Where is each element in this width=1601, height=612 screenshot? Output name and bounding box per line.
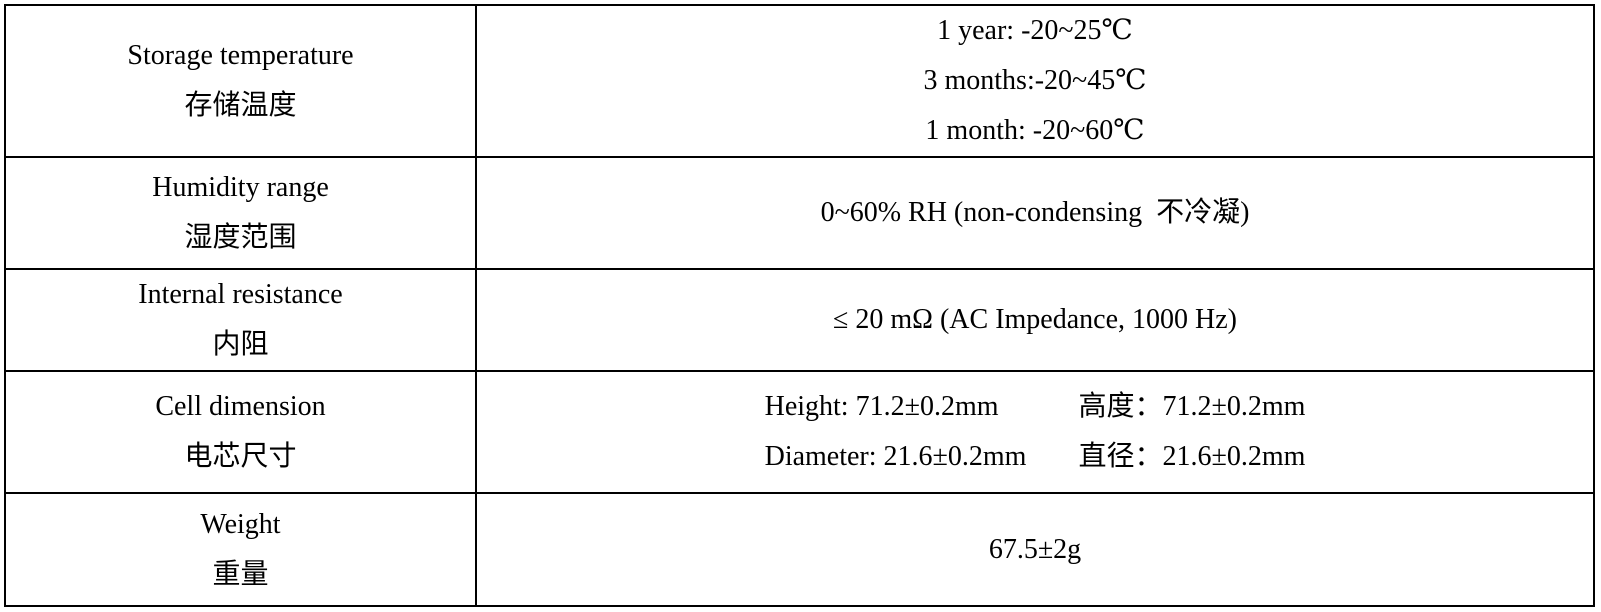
table-row-humidity-range: Humidity range 湿度范围 0~60% RH (non-conden… bbox=[4, 156, 1595, 270]
label-cell-internal-resistance: Internal resistance 内阻 bbox=[4, 268, 477, 372]
value-cell-cell-dimension: Height: 71.2±0.2mm 高度：71.2±0.2mm Diamete… bbox=[475, 370, 1595, 494]
label-zh: 存储温度 bbox=[184, 90, 297, 121]
diameter-zh: 直径：21.6±0.2mm bbox=[1078, 441, 1306, 472]
label-en: Humidity range bbox=[152, 172, 329, 203]
value-cell-storage-temperature: 1 year: -20~25℃ 3 months:-20~45℃ 1 month… bbox=[475, 4, 1595, 158]
label-cell-humidity-range: Humidity range 湿度范围 bbox=[4, 156, 477, 270]
table-row-internal-resistance: Internal resistance 内阻 ≤ 20 mΩ (AC Imped… bbox=[4, 268, 1595, 372]
label-zh: 湿度范围 bbox=[184, 222, 297, 253]
label-en: Storage temperature bbox=[127, 40, 354, 71]
diameter-en: Diameter: 21.6±0.2mm bbox=[764, 441, 1027, 472]
table-row-weight: Weight 重量 67.5±2g bbox=[4, 492, 1595, 607]
table-row-cell-dimension: Cell dimension 电芯尺寸 Height: 71.2±0.2mm 高… bbox=[4, 370, 1595, 494]
label-zh: 电芯尺寸 bbox=[184, 441, 297, 472]
height-zh: 高度：71.2±0.2mm bbox=[1078, 391, 1306, 422]
label-cell-storage-temperature: Storage temperature 存储温度 bbox=[4, 4, 477, 158]
dimension-grid: Height: 71.2±0.2mm 高度：71.2±0.2mm Diamete… bbox=[765, 382, 1306, 482]
value-line: 3 months:-20~45℃ bbox=[923, 65, 1147, 96]
value-cell-internal-resistance: ≤ 20 mΩ (AC Impedance, 1000 Hz) bbox=[475, 268, 1595, 372]
label-en: Weight bbox=[200, 508, 281, 540]
value-line: 67.5±2g bbox=[988, 533, 1082, 565]
value-cell-humidity-range: 0~60% RH (non-condensing 不冷凝) bbox=[475, 156, 1595, 270]
label-en: Cell dimension bbox=[155, 391, 326, 422]
label-zh: 内阻 bbox=[212, 329, 269, 360]
label-zh: 重量 bbox=[212, 558, 269, 590]
label-cell-weight: Weight 重量 bbox=[4, 492, 477, 607]
label-cell-cell-dimension: Cell dimension 电芯尺寸 bbox=[4, 370, 477, 494]
height-en: Height: 71.2±0.2mm bbox=[764, 391, 999, 422]
table-row-storage-temperature: Storage temperature 存储温度 1 year: -20~25℃… bbox=[4, 4, 1595, 158]
value-line: ≤ 20 mΩ (AC Impedance, 1000 Hz) bbox=[833, 304, 1237, 335]
value-cell-weight: 67.5±2g bbox=[475, 492, 1595, 607]
value-line: 1 year: -20~25℃ bbox=[937, 15, 1133, 46]
value-line: 1 month: -20~60℃ bbox=[925, 115, 1145, 146]
label-en: Internal resistance bbox=[138, 279, 343, 310]
value-line: 0~60% RH (non-condensing 不冷凝) bbox=[820, 197, 1250, 228]
spec-table: Storage temperature 存储温度 1 year: -20~25℃… bbox=[4, 4, 1595, 607]
